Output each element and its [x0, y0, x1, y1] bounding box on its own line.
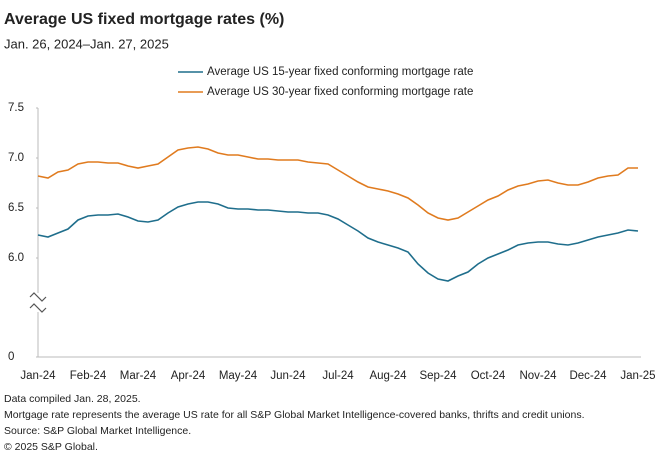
legend-label: Average US 30-year fixed conforming mort…: [207, 86, 473, 98]
series-line: [37, 201, 639, 282]
x-tick-label: Jun-24: [270, 370, 306, 382]
footnote: Mortgage rate represents the average US …: [4, 409, 585, 421]
y-tick-label: 0: [8, 351, 14, 363]
chart-subtitle: Jan. 26, 2024–Jan. 27, 2025: [4, 36, 169, 51]
footnote: Data compiled Jan. 28, 2025.: [4, 393, 141, 405]
x-tick-label: Jul-24: [322, 370, 354, 382]
footnote: Source: S&P Global Market Intelligence.: [4, 425, 191, 437]
x-tick-label: Jan-24: [20, 370, 56, 382]
x-tick-label: Jan-25: [620, 370, 655, 382]
series-line: [37, 146, 638, 221]
x-tick-label: Oct-24: [471, 370, 506, 382]
x-tick-label: May-24: [219, 370, 258, 382]
x-tick-label: Apr-24: [171, 370, 206, 382]
axis-break: [29, 292, 47, 313]
y-tick-label: 7.0: [8, 152, 24, 164]
y-tick-label: 6.5: [8, 202, 24, 214]
x-tick-label: Dec-24: [569, 370, 607, 382]
x-tick-label: Mar-24: [120, 370, 157, 382]
y-tick-label: 7.5: [8, 102, 24, 114]
legend-label: Average US 15-year fixed conforming mort…: [207, 66, 473, 78]
chart-title: Average US fixed mortgage rates (%): [4, 11, 284, 28]
x-tick-label: Sep-24: [419, 370, 457, 382]
y-tick-label: 6.0: [8, 252, 24, 264]
x-tick-label: Aug-24: [369, 370, 407, 382]
x-tick-label: Feb-24: [70, 370, 107, 382]
footnote: © 2025 S&P Global.: [4, 441, 98, 453]
x-tick-label: Nov-24: [519, 370, 557, 382]
